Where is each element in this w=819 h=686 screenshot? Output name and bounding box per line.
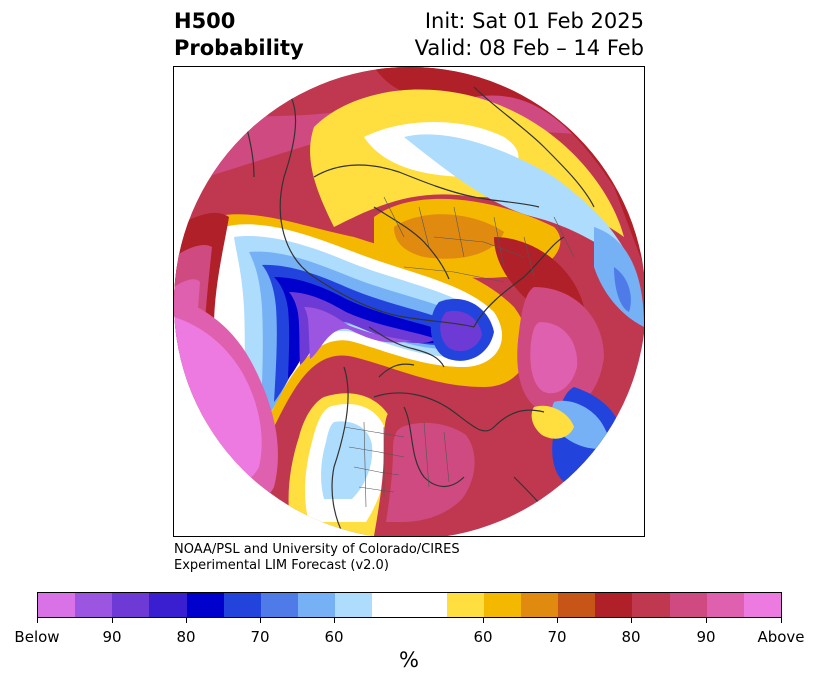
colorbar-tick-label: 70 — [250, 628, 270, 646]
credit-line-1: NOAA/PSL and University of Colorado/CIRE… — [174, 542, 460, 557]
colorbar-segment — [298, 593, 336, 617]
colorbar-tick-label: 60 — [324, 628, 344, 646]
credit-line-2: Experimental LIM Forecast (v2.0) — [174, 558, 389, 573]
colorbar-tick-mark — [37, 618, 38, 623]
colorbar-segment — [669, 593, 707, 617]
colorbar-tick-label: 90 — [102, 628, 122, 646]
colorbar-tick-mark — [557, 618, 558, 623]
colorbar-tick-label: Below — [14, 628, 60, 646]
colorbar-segment — [149, 593, 187, 617]
init-date: Init: Sat 01 Feb 2025 — [424, 9, 644, 33]
title-line-2: Probability — [174, 36, 304, 60]
colorbar-tick-label: 80 — [176, 628, 196, 646]
colorbar-segment — [446, 593, 484, 617]
colorbar-segment — [595, 593, 633, 617]
colorbar-tick-mark — [706, 618, 707, 623]
colorbar-segment — [75, 593, 113, 617]
colorbar-segment — [38, 593, 76, 617]
colorbar-tick-mark — [112, 618, 113, 623]
colorbar-tick-label: 60 — [473, 628, 493, 646]
colorbar-tick-mark — [631, 618, 632, 623]
colorbar-segment — [112, 593, 150, 617]
colorbar-tick-label: 90 — [696, 628, 716, 646]
title-line-1: H500 — [174, 9, 236, 33]
map-graphic — [174, 67, 644, 536]
colorbar-tick-label: Above — [757, 628, 805, 646]
colorbar-tick-label: 80 — [621, 628, 641, 646]
colorbar-segment — [558, 593, 596, 617]
colorbar-segment — [335, 593, 373, 617]
colorbar-segment — [372, 593, 447, 617]
colorbar-tick-mark — [260, 618, 261, 623]
colorbar-tick-mark — [781, 618, 782, 623]
colorbar-segment — [186, 593, 224, 617]
colorbar-units: % — [399, 648, 419, 672]
valid-range: Valid: 08 Feb – 14 Feb — [414, 36, 644, 60]
forecast-field — [174, 67, 644, 536]
probability-map — [173, 66, 645, 537]
colorbar-segment — [483, 593, 522, 617]
colorbar-segment — [260, 593, 299, 617]
colorbar-tick-mark — [186, 618, 187, 623]
colorbar-tick-mark — [334, 618, 335, 623]
colorbar-segment — [223, 593, 261, 617]
colorbar-segment — [706, 593, 744, 617]
colorbar-segment — [743, 593, 782, 617]
political-borders — [343, 196, 575, 508]
data-credit: NOAA/PSL and University of Colorado/CIRE… — [174, 542, 460, 574]
map-title: H500 Probability — [174, 8, 304, 62]
colorbar-tick-label: 70 — [547, 628, 567, 646]
probability-colorbar — [37, 592, 782, 618]
colorbar-segment — [521, 593, 559, 617]
colorbar-segment — [632, 593, 670, 617]
forecast-dates: Init: Sat 01 Feb 2025 Valid: 08 Feb – 14… — [415, 8, 644, 62]
colorbar-tick-mark — [483, 618, 484, 623]
